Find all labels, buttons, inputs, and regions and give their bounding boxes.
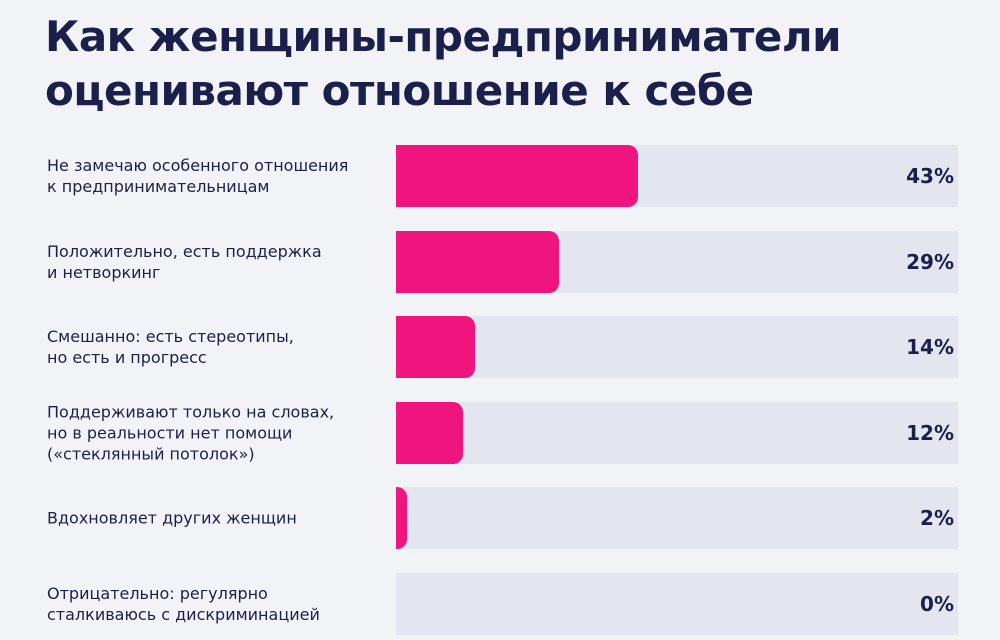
bar [396, 316, 475, 379]
bar-track: 2% [396, 487, 958, 550]
chart-title: Как женщины-предприниматели оценивают от… [45, 12, 842, 115]
value-label: 14% [906, 335, 954, 360]
bar-track: 12% [396, 401, 958, 464]
value-label: 0% [920, 592, 954, 616]
category-label: Поддерживают только на словах, но в реал… [47, 402, 335, 464]
bar [396, 145, 638, 207]
bar-track: 0% [396, 573, 958, 635]
bar-track: 29% [396, 230, 958, 293]
category-label: Вдохновляет других женщин [47, 508, 297, 528]
value-label: 43% [906, 164, 954, 188]
category-label: Отрицательно: регулярно сталкиваюсь с ди… [47, 584, 320, 624]
value-label: 12% [906, 420, 954, 445]
category-label: Не замечаю особенного отношения к предпр… [47, 156, 349, 196]
bar [396, 401, 464, 464]
bar-track: 14% [396, 316, 958, 379]
category-label: Положительно, есть поддержка и нетворкин… [47, 241, 322, 282]
category-label: Смешанно: есть стереотипы, но есть и про… [47, 327, 294, 368]
bar-track: 43% [396, 145, 958, 207]
bar [396, 487, 408, 550]
bar [396, 230, 559, 293]
value-label: 29% [906, 249, 954, 274]
value-label: 2% [920, 506, 954, 531]
